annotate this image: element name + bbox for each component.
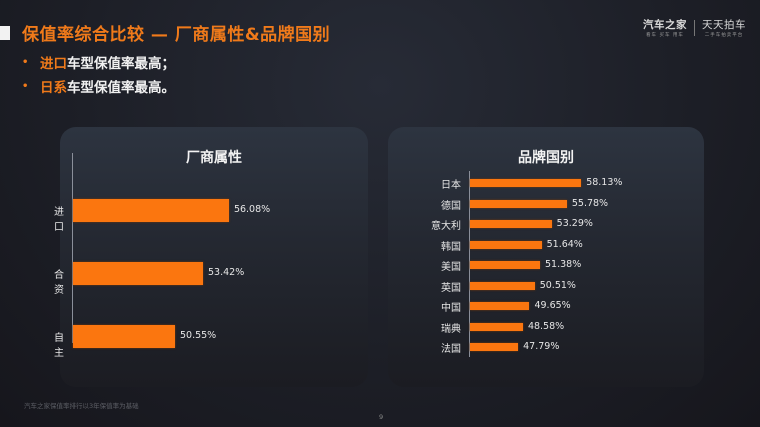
title-bar: 保值率综合比较 — 厂商属性&品牌国别	[0, 20, 330, 45]
value-label: 49.65%	[534, 300, 571, 311]
category-label: 英国	[441, 282, 461, 294]
category-label: 自主	[54, 333, 64, 359]
category-label: 法国	[441, 344, 461, 355]
finding-highlight: 日系	[40, 80, 67, 96]
finding-text: 车型保值率最高。	[67, 80, 175, 96]
value-label: 53.29%	[556, 218, 593, 229]
category-label: 中国	[441, 303, 461, 314]
category-label: 日本	[441, 180, 461, 191]
page-number: 9	[379, 413, 384, 421]
value-label: 58.13%	[586, 177, 623, 188]
category-label: 美国	[441, 262, 461, 273]
y-axis-line	[72, 153, 73, 343]
y-axis-line	[469, 171, 470, 357]
value-label: 51.38%	[545, 259, 582, 270]
chart-title: 厂商属性	[186, 150, 242, 166]
value-label: 53.42%	[208, 267, 245, 278]
value-label: 48.58%	[527, 320, 565, 332]
bar	[470, 220, 552, 228]
value-label: 56.08%	[233, 204, 271, 215]
logo-divider	[694, 19, 695, 36]
value-label: 50.51%	[539, 279, 576, 291]
bar	[470, 322, 523, 331]
bar	[470, 240, 542, 249]
ttpai-logo: 天天拍车 二手车拍卖平台	[702, 19, 746, 38]
source-note: 汽车之家保值率排行以3年保值率为基础	[24, 402, 139, 410]
bar	[73, 198, 229, 222]
bar	[470, 179, 582, 187]
value-label: 51.64%	[546, 238, 583, 250]
bullet-icon: •	[22, 56, 29, 68]
finding-item: • 日系 车型保值率最高。	[22, 74, 175, 98]
manufacturer-chart-panel: 厂商属性 进口 56.08% 合资 53.42% 自主 50.55%	[54, 127, 368, 387]
autohome-logo: 汽车之家 看车 买车 用车	[643, 19, 687, 38]
category-label: 合资	[54, 270, 64, 296]
brand-logos: 汽车之家 看车 买车 用车 天天拍车 二手车拍卖平台	[643, 17, 746, 38]
finding-highlight: 进口	[40, 56, 67, 72]
bar	[470, 261, 541, 269]
category-label: 德国	[441, 200, 461, 212]
bar	[73, 261, 203, 285]
category-label: 意大利	[431, 221, 461, 232]
key-findings: • 进口 车型保值率最高； • 日系 车型保值率最高。	[22, 50, 175, 98]
value-label: 50.55%	[179, 330, 217, 341]
chart-title: 品牌国别	[518, 150, 574, 166]
bar	[73, 324, 175, 348]
title-marker	[0, 25, 10, 40]
value-label: 47.79%	[523, 341, 560, 352]
category-label: 瑞典	[441, 323, 461, 335]
finding-text: 车型保值率最高；	[67, 56, 175, 72]
category-label: 进口	[54, 207, 64, 233]
bar	[470, 343, 519, 351]
page-title: 保值率综合比较 — 厂商属性&品牌国别	[22, 25, 331, 45]
bullet-icon: •	[22, 80, 29, 92]
brand-country-chart-panel: 品牌国别 日本 58.13% 德国 55.78% 意大利 53.29% 韩国 51.64% 美国…	[388, 127, 704, 387]
category-label: 韩国	[441, 241, 461, 253]
value-label: 55.78%	[571, 197, 609, 209]
finding-item: • 进口 车型保值率最高；	[22, 50, 175, 74]
bar	[470, 199, 567, 208]
bar	[470, 302, 530, 310]
bar	[470, 281, 535, 290]
